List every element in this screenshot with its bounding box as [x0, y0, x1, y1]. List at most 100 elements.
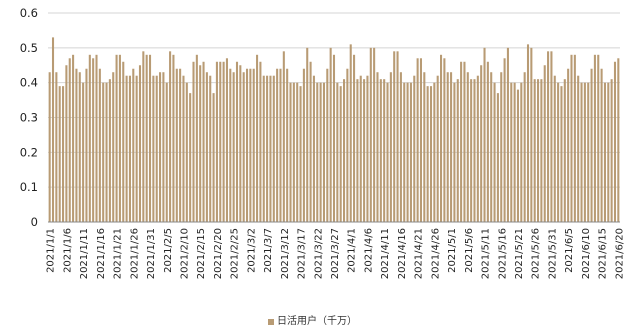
bar	[165, 82, 168, 222]
x-tick-label: 2021/2/20	[213, 228, 224, 279]
bar	[450, 72, 453, 222]
bar	[252, 68, 255, 222]
x-tick-label: 2021/4/1	[347, 228, 358, 273]
bar	[159, 72, 162, 222]
bar	[122, 61, 125, 222]
x-tick-label: 2021/3/2	[246, 228, 257, 273]
bar	[610, 79, 613, 223]
bar	[356, 79, 359, 223]
bar	[486, 61, 489, 222]
bar	[376, 72, 379, 222]
bar	[587, 82, 590, 222]
bar	[433, 82, 436, 222]
x-tick-label: 2021/5/16	[497, 228, 508, 279]
x-tick-label: 2021/6/10	[581, 228, 592, 279]
bar	[316, 82, 319, 222]
bar	[506, 47, 509, 222]
bar	[520, 82, 523, 222]
bar	[607, 82, 610, 222]
bar	[537, 79, 540, 223]
bar	[443, 58, 446, 222]
bar	[65, 65, 68, 222]
bar	[219, 61, 222, 222]
bar	[242, 72, 245, 222]
bar	[282, 51, 285, 222]
y-tick-label: 0.1	[20, 180, 38, 194]
bar	[245, 68, 249, 222]
bar	[286, 68, 289, 222]
bars	[48, 37, 620, 223]
bar	[202, 61, 205, 222]
bar	[55, 72, 58, 222]
bar	[172, 54, 175, 222]
bar	[510, 82, 513, 222]
bar	[557, 82, 560, 222]
bar	[75, 68, 78, 222]
bar	[98, 68, 101, 222]
x-tick-label: 2021/4/26	[430, 228, 441, 279]
x-tick-label: 2021/2/25	[230, 228, 241, 279]
bar	[503, 58, 506, 222]
bar	[235, 61, 239, 222]
bar	[155, 75, 158, 222]
bar	[88, 54, 91, 222]
x-tick-label: 2021/5/21	[514, 228, 525, 279]
bar	[289, 82, 292, 222]
x-tick-label: 2021/2/15	[196, 228, 207, 279]
bar	[118, 54, 121, 222]
x-tick-label: 2021/5/11	[481, 228, 492, 279]
x-tick-label: 2021/3/12	[280, 228, 291, 279]
bar	[603, 82, 606, 222]
bar	[72, 54, 75, 222]
bar	[326, 68, 329, 222]
bar	[169, 51, 172, 222]
bar	[296, 82, 299, 222]
bar	[132, 68, 135, 222]
bar	[185, 82, 188, 222]
x-tick-label: 2021/4/16	[397, 228, 408, 279]
bar	[456, 79, 459, 223]
bar	[573, 54, 576, 222]
bar	[105, 82, 108, 222]
bar	[409, 82, 412, 222]
bar	[373, 47, 376, 222]
bar	[416, 58, 419, 222]
bar	[259, 61, 262, 222]
y-tick-label: 0.6	[20, 6, 38, 20]
x-tick-label: 2021/4/21	[414, 228, 425, 279]
x-tick-label: 2021/5/6	[464, 228, 475, 273]
y-tick-label: 0.5	[20, 41, 38, 55]
bar	[135, 75, 138, 222]
x-tick-label: 2021/2/10	[179, 228, 190, 279]
bar	[205, 72, 208, 222]
legend-swatch	[268, 318, 274, 325]
bar	[62, 86, 65, 223]
bar	[82, 82, 85, 222]
bar	[403, 82, 406, 222]
bar	[470, 79, 473, 223]
bar	[95, 54, 98, 222]
legend-label: 日活用户（千万）	[277, 316, 357, 327]
bar	[583, 82, 586, 222]
bar	[249, 68, 252, 222]
bar	[567, 68, 570, 222]
x-tick-label: 2021/3/22	[313, 228, 324, 279]
bar	[533, 79, 536, 223]
bar	[466, 72, 469, 222]
bar	[306, 47, 309, 222]
bar	[613, 61, 617, 222]
bar	[363, 79, 366, 223]
bar	[440, 54, 443, 222]
bar	[429, 86, 433, 223]
bar	[580, 82, 583, 222]
bar	[453, 82, 456, 222]
bar	[269, 75, 272, 222]
x-tick-label: 2021/1/1	[46, 228, 57, 273]
y-tick-label: 0	[31, 215, 38, 229]
bar	[225, 58, 228, 222]
x-tick-label: 2021/2/5	[163, 228, 174, 273]
bar	[51, 37, 55, 222]
bar	[540, 79, 543, 223]
bar	[78, 72, 81, 222]
bar	[102, 82, 105, 222]
